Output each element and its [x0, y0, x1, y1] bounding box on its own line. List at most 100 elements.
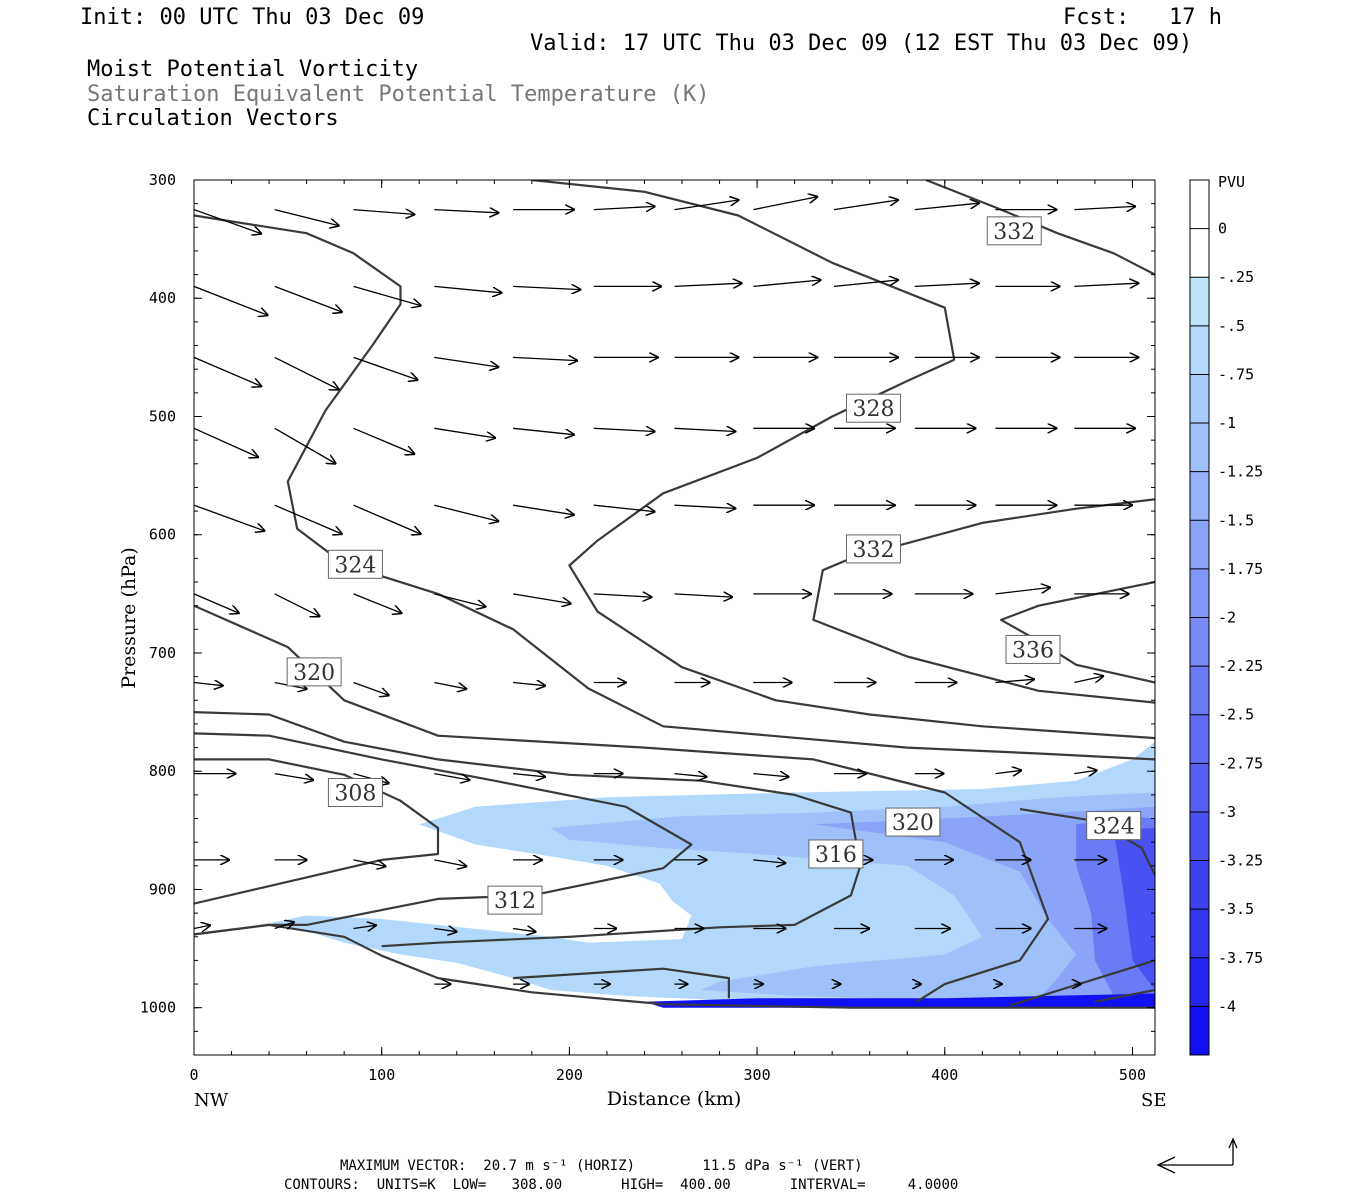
- colorbar-label: -2: [1218, 609, 1236, 627]
- circulation-vector: [353, 859, 386, 866]
- circulation-vector: [995, 770, 1022, 773]
- colorbar-label: -2.25: [1218, 657, 1263, 675]
- theta-es-contour-320: [194, 604, 1050, 1003]
- circulation-vector: [194, 593, 239, 613]
- circulation-vector: [274, 208, 339, 226]
- valid-time-label: Valid: 17 UTC Thu 03 Dec 09 (12 EST Thu …: [530, 31, 1193, 56]
- circulation-vector: [753, 280, 820, 288]
- forecast-hour-label: Fcst: 17 h: [1063, 5, 1222, 30]
- circulation-vector: [434, 593, 485, 607]
- circulation-vector: [753, 774, 788, 777]
- circulation-vector-layer: [194, 197, 1138, 984]
- colorbar-label: -3.25: [1218, 852, 1263, 870]
- x-tick-label: 0: [189, 1066, 198, 1084]
- circulation-vector: [674, 774, 707, 777]
- x-axis-label: Distance (km): [607, 1088, 742, 1110]
- contour-label: 308: [327, 778, 383, 807]
- theta-es-contour-324: [194, 214, 1155, 761]
- contour-label-text: 332: [852, 538, 894, 563]
- circulation-vector: [513, 774, 545, 777]
- circulation-vector: [593, 428, 655, 431]
- colorbar-swatch: [1190, 228, 1209, 278]
- colorbar-swatch: [1190, 423, 1209, 473]
- contour-label-box: [845, 393, 901, 423]
- x-tick-label: 400: [931, 1066, 958, 1084]
- contour-label-text: 336: [1012, 638, 1054, 663]
- contour-label: 324: [1086, 811, 1142, 841]
- x-right-end-label: SE: [1141, 1090, 1166, 1111]
- x-tick-label: 300: [744, 1066, 771, 1084]
- circulation-vector: [434, 859, 466, 866]
- circulation-vector: [513, 683, 545, 686]
- colorbar-label: -3.5: [1218, 900, 1254, 918]
- colorbar-label: -1.75: [1218, 560, 1263, 578]
- circulation-vector: [434, 772, 469, 780]
- y-tick-label: 800: [149, 762, 176, 780]
- circulation-vector: [274, 285, 342, 312]
- theta-es-contour-308: [194, 758, 440, 905]
- y-tick-label: 900: [149, 880, 176, 898]
- contour-label-box: [327, 549, 383, 579]
- max-vector-note: MAXIMUM VECTOR: 20.7 m s⁻¹ (HORIZ) 11.5 …: [340, 1158, 863, 1174]
- theta-es-contour-336: [1000, 580, 1155, 684]
- colorbar-label: -1.25: [1218, 463, 1263, 481]
- circulation-vector: [593, 206, 655, 209]
- contour-label: 332: [845, 534, 901, 564]
- circulation-vector: [194, 208, 261, 234]
- circulation-vector: [274, 427, 336, 463]
- circulation-vector: [995, 588, 1050, 595]
- circulation-vector: [995, 679, 1034, 682]
- contour-label-box: [986, 216, 1042, 246]
- colorbar-swatch: [1190, 860, 1209, 910]
- colorbar-title: PVU: [1218, 173, 1245, 191]
- colorbar-swatch: [1190, 666, 1209, 716]
- contour-label-text: 324: [334, 553, 376, 578]
- colorbar-label: -2.75: [1218, 754, 1263, 772]
- circulation-vector: [194, 925, 210, 928]
- circulation-vector: [194, 285, 268, 315]
- circulation-vector: [353, 504, 421, 534]
- colorbar-swatch: [1190, 277, 1209, 327]
- circulation-vector: [674, 283, 742, 286]
- contour-label: 336: [1005, 634, 1061, 664]
- contour-label-box: [487, 885, 543, 915]
- contour-label-text: 320: [293, 661, 335, 686]
- circulation-vector: [434, 427, 495, 438]
- contour-label-text: 324: [1093, 815, 1135, 840]
- circulation-vector: [674, 428, 736, 431]
- title-theta-es: Saturation Equivalent Potential Temperat…: [87, 82, 710, 107]
- circulation-vector: [914, 283, 979, 286]
- circulation-vector: [914, 203, 979, 211]
- circulation-vector: [593, 594, 652, 597]
- contour-label-text: 312: [494, 889, 536, 914]
- y-tick-label: 400: [149, 289, 176, 307]
- theta-es-contour-320: [1010, 959, 1155, 1007]
- circulation-vector: [274, 772, 313, 780]
- circulation-vector: [353, 356, 418, 379]
- circulation-vector: [513, 286, 580, 289]
- circulation-vector: [512, 504, 574, 515]
- circulation-vector: [753, 197, 817, 211]
- contour-label-box: [1005, 634, 1061, 664]
- circulation-vector: [274, 356, 339, 389]
- circulation-vector: [434, 929, 456, 932]
- colorbar-swatch: [1190, 325, 1209, 375]
- y-axis-label: Pressure (hPa): [118, 547, 140, 689]
- circulation-vector: [833, 200, 898, 211]
- x-tick-label: 200: [556, 1066, 583, 1084]
- y-tick-label: 600: [149, 526, 176, 544]
- circulation-vector: [194, 683, 223, 686]
- contour-label-box: [327, 778, 383, 807]
- contour-label-box: [845, 534, 901, 564]
- circulation-vector: [1074, 676, 1103, 684]
- contour-label: 324: [327, 549, 383, 579]
- reference-vector-icon: [1156, 1137, 1238, 1174]
- y-tick-label: 500: [149, 407, 176, 425]
- colorbar-swatch: [1190, 374, 1209, 424]
- mpv-shade-region: [644, 993, 1155, 1008]
- colorbar-swatch: [1190, 811, 1209, 862]
- colorbar-swatch: [1190, 180, 1209, 230]
- title-circulation: Circulation Vectors: [87, 106, 339, 131]
- contour-label: 332: [986, 216, 1042, 246]
- circulation-vector: [274, 922, 294, 928]
